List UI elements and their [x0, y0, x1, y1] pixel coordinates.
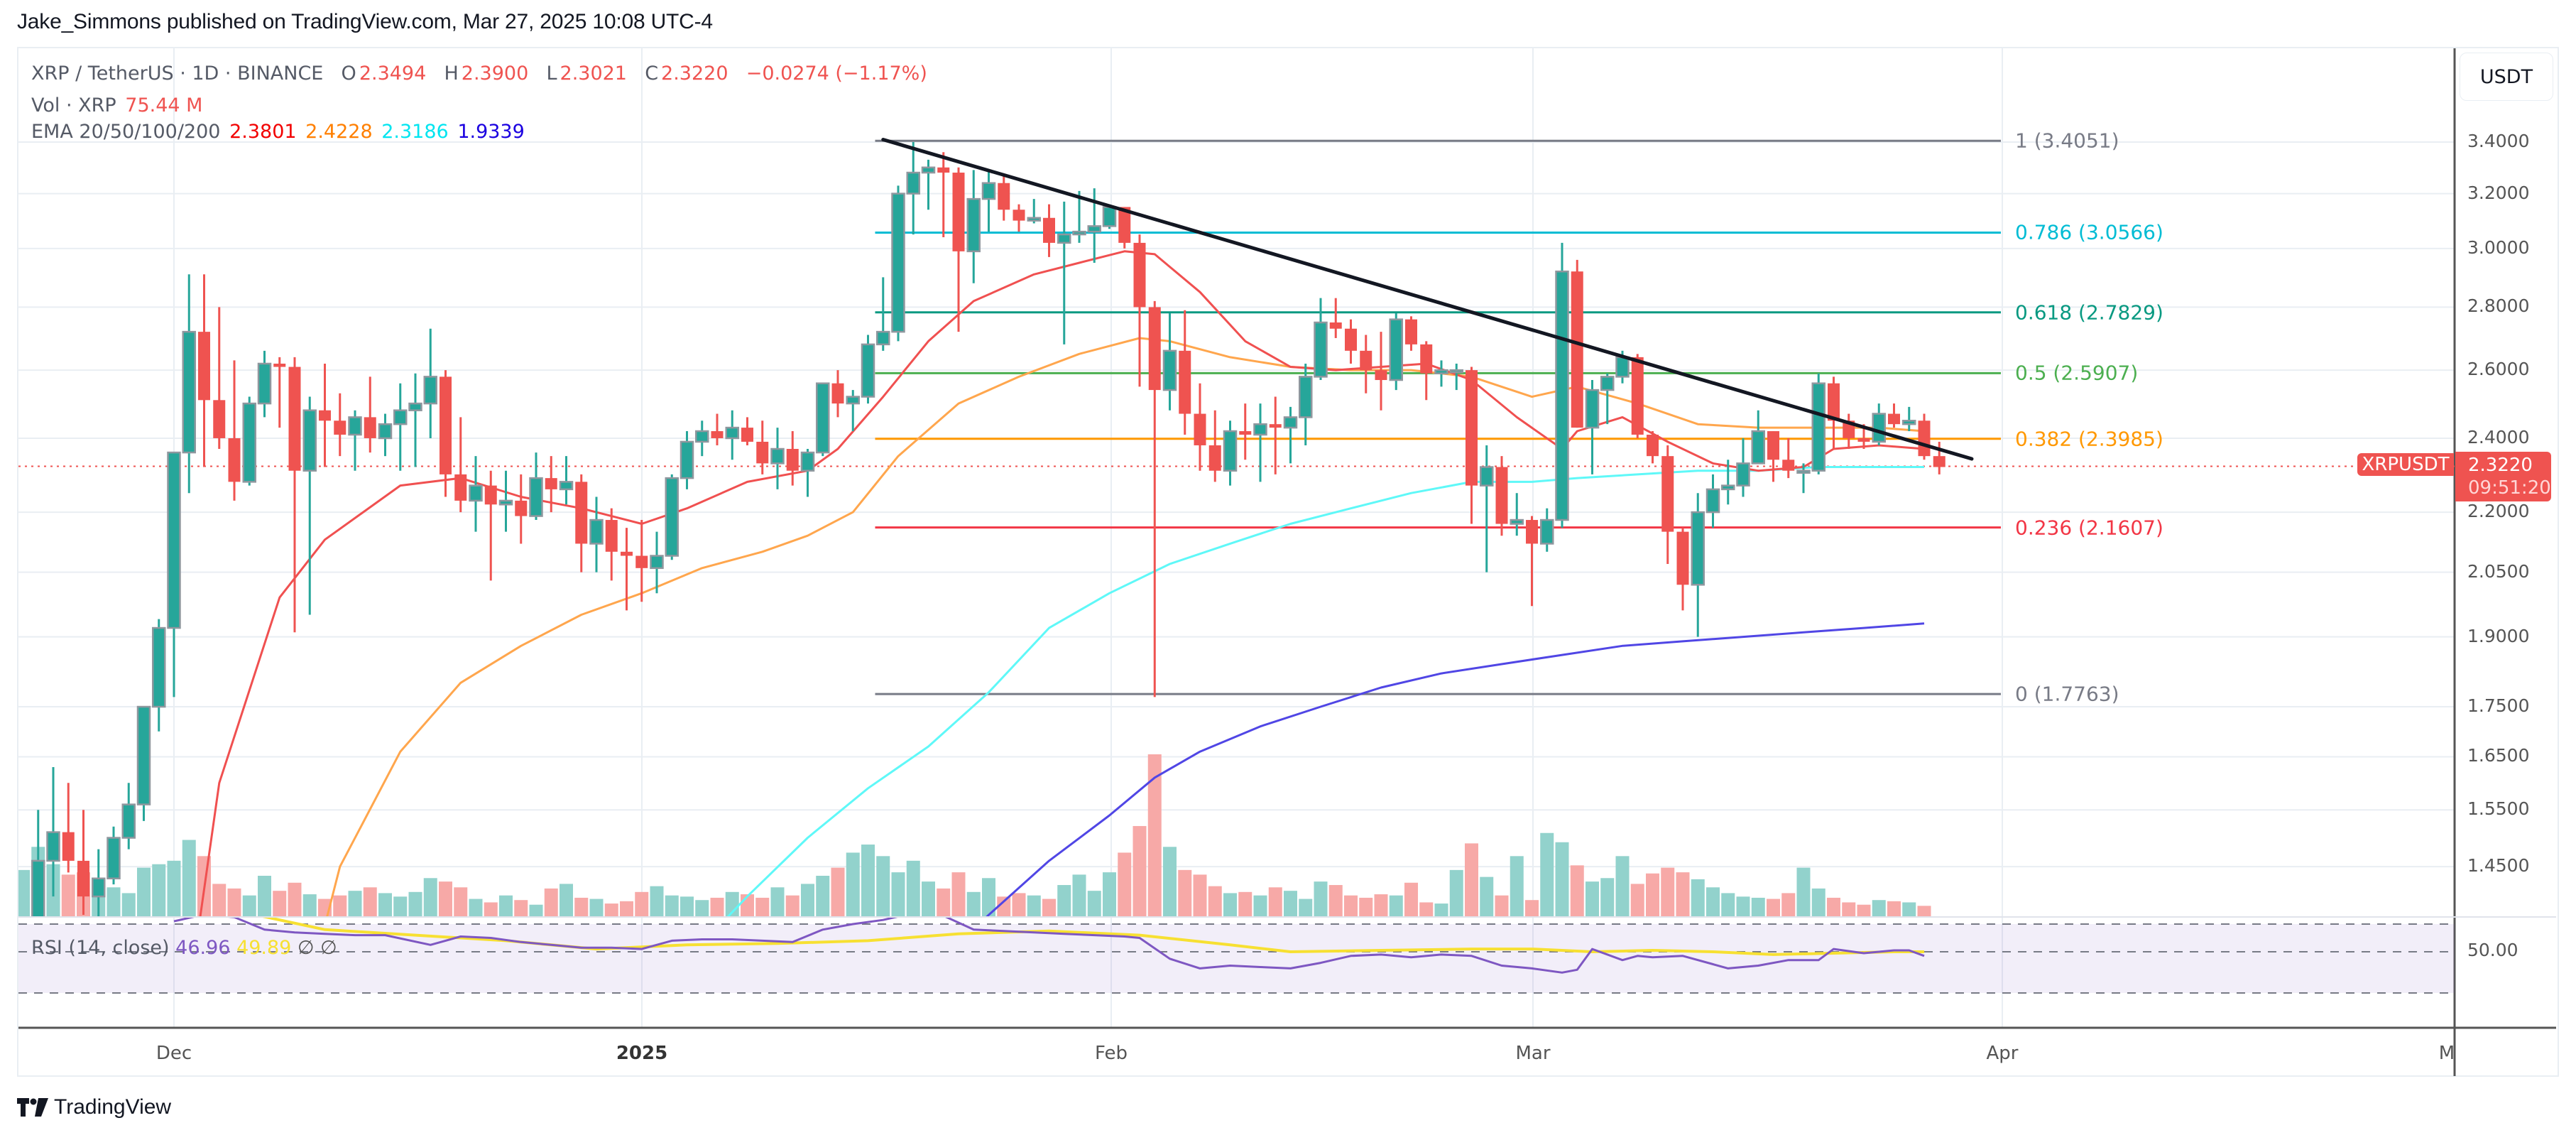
- price-tick-label: 1.9000: [2467, 625, 2530, 646]
- price-tick-label: 2.4000: [2467, 426, 2530, 447]
- descending-trendline: [881, 138, 1974, 461]
- symbol-price-tag: XRPUSDT: [2357, 453, 2454, 476]
- fib-level-label: 0.382 (2.3985): [2015, 427, 2163, 451]
- symbol-name[interactable]: XRP / TetherUS · 1D · BINANCE: [31, 63, 324, 85]
- rsi-ma-value: 49.89: [236, 937, 292, 959]
- candles: [31, 142, 1945, 916]
- ema-label[interactable]: EMA 20/50/100/200: [31, 121, 221, 143]
- price-tick-label: 1.4500: [2467, 855, 2530, 876]
- volume-label[interactable]: Vol · XRP: [31, 94, 116, 116]
- open-value: 2.3494: [359, 63, 427, 85]
- price-tick-label: 1.5500: [2467, 798, 2530, 820]
- ema-legend[interactable]: EMA 20/50/100/200 2.3801 2.4228 2.3186 1…: [31, 121, 528, 143]
- fib-level-label: 0.236 (2.1607): [2015, 516, 2163, 540]
- low-value: 2.3021: [560, 63, 627, 85]
- rsi-legend[interactable]: RSI (14, close) 46.96 49.89 ∅ ∅: [31, 937, 337, 959]
- open-label: O: [341, 63, 356, 85]
- change-value: −0.0274 (−1.17%): [746, 63, 927, 85]
- rsi-axis-50: 50.00: [2467, 940, 2518, 960]
- time-tick-label: 2025: [616, 1043, 668, 1064]
- fib-retracement: [875, 139, 2001, 695]
- tradingview-logo-icon: [17, 1098, 48, 1117]
- last-price-tag: 2.3220 09:51:20: [2455, 452, 2551, 501]
- volume-legend[interactable]: Vol · XRP 75.44 M: [31, 94, 205, 116]
- rsi-label[interactable]: RSI (14, close): [31, 937, 170, 959]
- volume-value: 75.44 M: [125, 94, 203, 116]
- brand-name: TradingView: [54, 1095, 172, 1119]
- price-tick-label: 3.2000: [2467, 182, 2530, 203]
- time-tick-label: Apr: [1986, 1043, 2019, 1064]
- ema200-value: 1.9339: [457, 121, 525, 143]
- price-tick-label: 2.8000: [2467, 295, 2530, 317]
- ema20-value: 2.3801: [229, 121, 297, 143]
- published-by: Jake_Simmons published on TradingView.co…: [17, 10, 713, 33]
- ema200-line: [986, 622, 1925, 916]
- low-label: L: [546, 63, 557, 85]
- rsi-na-1: ∅: [297, 937, 315, 959]
- price-tick-label: 2.0500: [2467, 560, 2530, 582]
- price-tick-label: 2.6000: [2467, 359, 2530, 380]
- rsi-line: [173, 918, 1925, 974]
- rsi-na-2: ∅: [320, 937, 337, 959]
- ema50-value: 2.4228: [305, 121, 373, 143]
- high-label: H: [444, 63, 459, 85]
- time-tick-label: Feb: [1094, 1043, 1128, 1064]
- time-tick-label: Dec: [155, 1043, 192, 1064]
- volume-bars: [18, 754, 1931, 916]
- high-value: 2.3900: [461, 63, 529, 85]
- tradingview-logo[interactable]: TradingView: [17, 1095, 171, 1119]
- fib-level-label: 0.618 (2.7829): [2015, 300, 2163, 325]
- close-value: 2.3220: [661, 63, 728, 85]
- last-price: 2.3220: [2468, 455, 2533, 476]
- bar-countdown: 09:51:20: [2468, 477, 2551, 499]
- ema100-value: 2.3186: [381, 121, 449, 143]
- time-tick-label: Mar: [1515, 1043, 1551, 1064]
- ema50-line: [326, 337, 1925, 916]
- price-tick-label: 3.4000: [2467, 131, 2530, 152]
- close-label: C: [645, 63, 659, 85]
- rsi-value: 46.96: [175, 937, 231, 959]
- price-tick-label: 2.2000: [2467, 501, 2530, 522]
- price-tick-label: 3.0000: [2467, 237, 2530, 258]
- price-gridlines: [18, 48, 2455, 1027]
- fib-level-label: 1 (3.4051): [2015, 129, 2119, 153]
- chart-frame: [17, 47, 2559, 1077]
- price-tick-label: 1.7500: [2467, 695, 2530, 717]
- time-tick-label: M: [2438, 1043, 2455, 1064]
- fib-level-label: 0.786 (3.0566): [2015, 220, 2163, 244]
- price-tick-label: 1.6500: [2467, 745, 2530, 766]
- fib-level-label: 0.5 (2.5907): [2015, 361, 2139, 385]
- fib-level-label: 0 (1.7763): [2015, 682, 2119, 706]
- currency-button[interactable]: USDT: [2460, 53, 2553, 101]
